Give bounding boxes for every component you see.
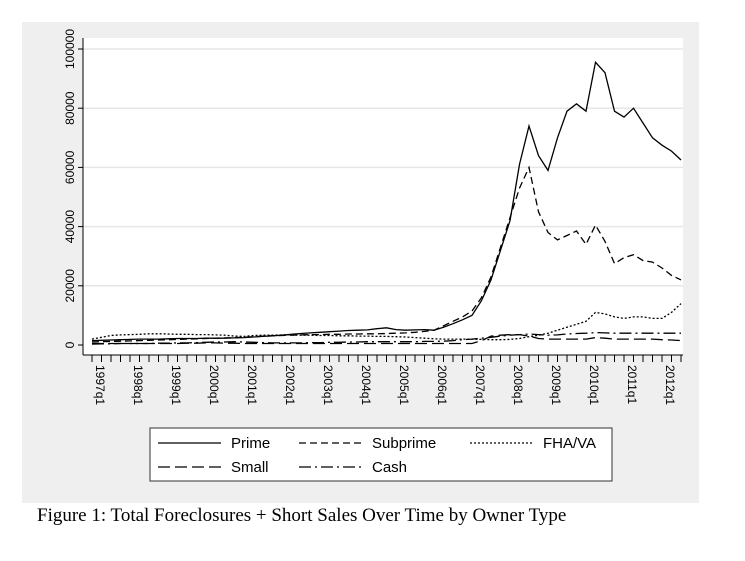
y-tick-label: 20000	[63, 269, 77, 303]
plot-area	[83, 38, 683, 355]
y-tick-label: 40000	[63, 210, 77, 244]
x-tick-label: 2009q1	[549, 365, 563, 405]
series-line-small	[92, 333, 682, 345]
x-tick-label: 2010q1	[587, 365, 601, 405]
x-tick-label: 2000q1	[207, 365, 221, 405]
x-tick-label: 2007q1	[473, 365, 487, 405]
x-tick-label: 2004q1	[359, 365, 373, 405]
series-line-subprime	[91, 165, 682, 343]
x-tick-label: 2012q1	[663, 365, 677, 405]
x-tick-label: 2006q1	[435, 365, 449, 405]
legend-label: Subprime	[372, 435, 436, 452]
y-tick-label: 0	[63, 341, 77, 348]
x-tick-label: 2003q1	[321, 365, 335, 405]
series-line-prime	[91, 60, 682, 342]
legend-label: Small	[231, 459, 269, 476]
x-tick-label: 1999q1	[169, 365, 183, 405]
legend-label: FHA/VA	[543, 435, 596, 452]
legend-label: Prime	[231, 435, 270, 452]
figure-caption: Figure 1: Total Foreclosures + Short Sal…	[37, 505, 567, 526]
y-tick-label: 60000	[63, 150, 77, 184]
series-line-cash	[91, 331, 681, 345]
x-tick-label: 2008q1	[511, 365, 525, 405]
x-tick-label: 1997q1	[93, 365, 107, 405]
x-tick-label: 2005q1	[397, 365, 411, 405]
x-tick-label: 2002q1	[283, 365, 297, 405]
x-tick-label: 1998q1	[131, 365, 145, 405]
y-tick-label: 100000	[63, 29, 77, 69]
legend-label: Cash	[372, 459, 407, 476]
y-tick-label: 80000	[63, 91, 77, 125]
legend	[149, 427, 613, 482]
x-tick-label: 2001q1	[245, 365, 259, 405]
x-tick-label: 2011q1	[625, 365, 639, 404]
series-line-fhava	[91, 303, 682, 341]
